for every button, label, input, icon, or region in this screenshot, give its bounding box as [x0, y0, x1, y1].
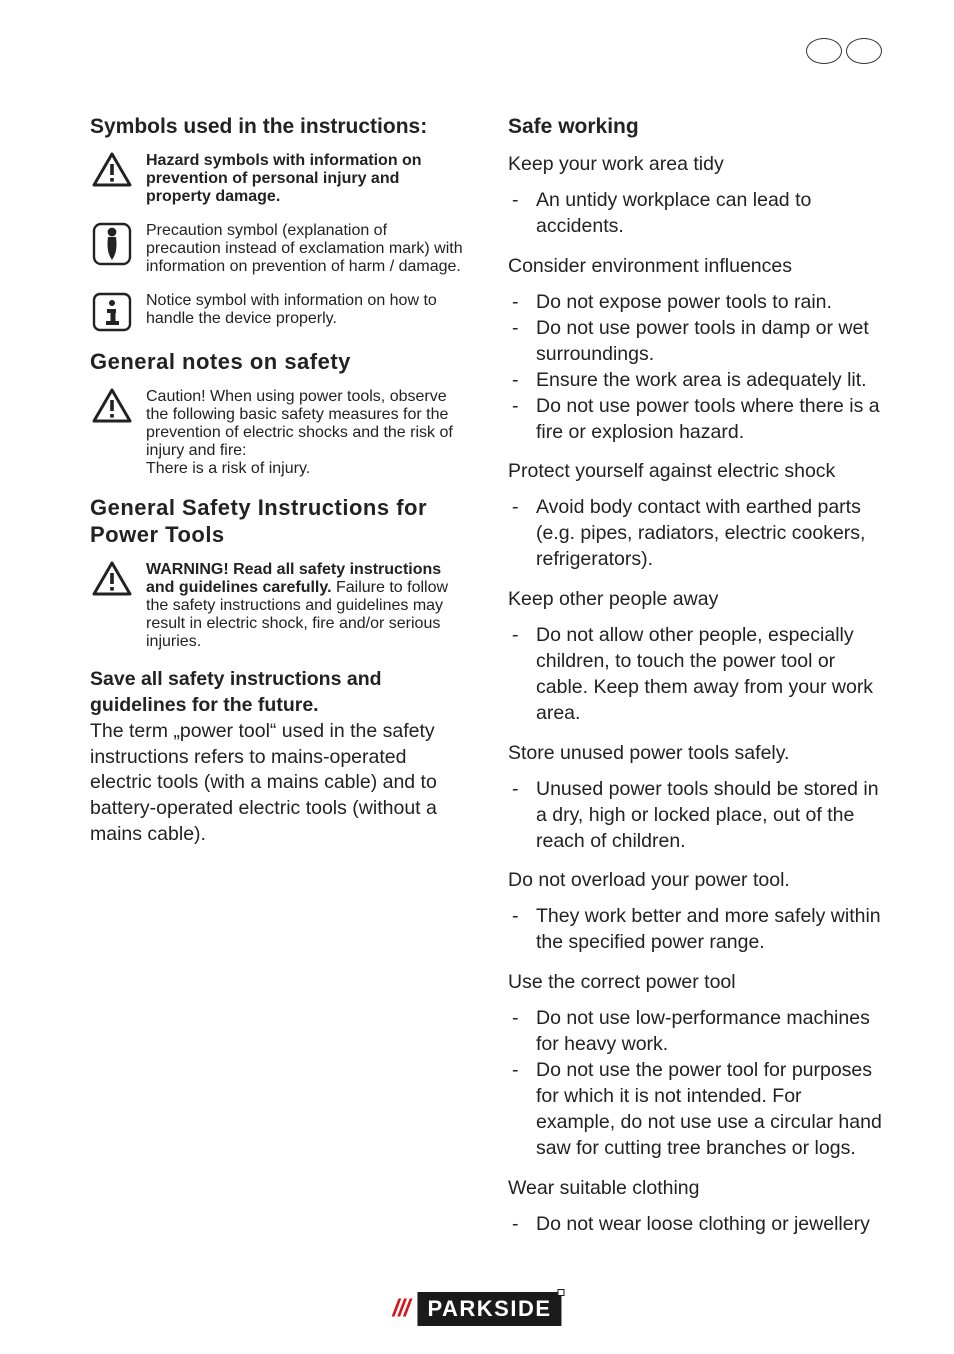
- dash-icon: -: [512, 368, 522, 394]
- env-list: -Do not expose power tools to rain.-Do n…: [508, 290, 884, 446]
- dash-icon: -: [512, 1212, 522, 1238]
- dash-icon: -: [512, 1058, 522, 1162]
- tidy-intro: Keep your work area tidy: [508, 152, 884, 178]
- symbols-heading: Symbols used in the instructions:: [90, 114, 466, 140]
- list-item-text: Do not use the power tool for purposes f…: [536, 1058, 884, 1162]
- list-item-text: Do not wear loose clothing or jewellery: [536, 1212, 870, 1238]
- list-item: -Do not use power tools where there is a…: [508, 394, 884, 446]
- list-item: -An untidy workplace can lead to acciden…: [508, 188, 884, 240]
- dash-icon: -: [512, 623, 522, 727]
- list-item-text: Do not expose power tools to rain.: [536, 290, 832, 316]
- dash-icon: -: [512, 188, 522, 240]
- warning-block: WARNING! Read all safety instructions an…: [90, 561, 466, 651]
- warning-triangle-icon: [92, 561, 132, 597]
- dash-icon: -: [512, 290, 522, 316]
- shock-list: -Avoid body contact with earthed parts (…: [508, 495, 884, 573]
- correct-list: -Do not use low-performance machines for…: [508, 1006, 884, 1162]
- shock-intro: Protect yourself against electric shock: [508, 459, 884, 485]
- list-item-text: Do not use low-performance machines for …: [536, 1006, 884, 1058]
- brand-footer: /// PARKSIDE: [392, 1292, 561, 1326]
- correct-intro: Use the correct power tool: [508, 970, 884, 996]
- flag-placeholder-2: [846, 38, 882, 64]
- tidy-list: -An untidy workplace can lead to acciden…: [508, 188, 884, 240]
- hazard-block: Hazard symbols with information on preve…: [90, 152, 466, 206]
- precaution-icon: [92, 222, 132, 266]
- list-item: -Do not allow other people, especially c…: [508, 623, 884, 727]
- list-item-text: Do not allow other people, especially ch…: [536, 623, 884, 727]
- store-intro: Store unused power tools safely.: [508, 741, 884, 767]
- notice-text: Notice symbol with information on how to…: [146, 292, 466, 328]
- save-heading: Save all safety instructions and guideli…: [90, 667, 466, 719]
- list-item: -Unused power tools should be stored in …: [508, 777, 884, 855]
- notice-block: Notice symbol with information on how to…: [90, 292, 466, 332]
- list-item: -Do not use the power tool for purposes …: [508, 1058, 884, 1162]
- dash-icon: -: [512, 904, 522, 956]
- list-item: -Do not expose power tools to rain.: [508, 290, 884, 316]
- list-item-text: An untidy workplace can lead to accident…: [536, 188, 884, 240]
- list-item: -Do not wear loose clothing or jewellery: [508, 1212, 884, 1238]
- caution-intro: Caution! When using power tools, observe…: [146, 388, 453, 459]
- list-item: -They work better and more safely within…: [508, 904, 884, 956]
- cloth-intro: Wear suitable clothing: [508, 1176, 884, 1202]
- caution-text: Caution! When using power tools, observe…: [146, 388, 466, 478]
- caution-block: Caution! When using power tools, observe…: [90, 388, 466, 478]
- brand-slashes-icon: ///: [392, 1295, 409, 1323]
- precaution-text: Precaution symbol (explanation of precau…: [146, 222, 466, 276]
- list-item: -Ensure the work area is adequately lit.: [508, 368, 884, 394]
- list-item-text: Unused power tools should be stored in a…: [536, 777, 884, 855]
- precaution-block: Precaution symbol (explanation of precau…: [90, 222, 466, 276]
- hazard-text: Hazard symbols with information on preve…: [146, 152, 466, 206]
- right-column: Safe working Keep your work area tidy -A…: [508, 100, 884, 1252]
- overload-intro: Do not overload your power tool.: [508, 868, 884, 894]
- list-item-text: They work better and more safely within …: [536, 904, 884, 956]
- store-list: -Unused power tools should be stored in …: [508, 777, 884, 855]
- list-item: -Do not use power tools in damp or wet s…: [508, 316, 884, 368]
- general-notes-heading: General notes on safety: [90, 348, 466, 376]
- list-item-text: Do not use power tools where there is a …: [536, 394, 884, 446]
- save-body: The term „power tool“ used in the safety…: [90, 719, 466, 849]
- list-item: -Avoid body contact with earthed parts (…: [508, 495, 884, 573]
- left-column: Symbols used in the instructions: Hazard…: [90, 100, 466, 1252]
- cloth-list: -Do not wear loose clothing or jewellery: [508, 1212, 884, 1238]
- brand-name: PARKSIDE: [417, 1292, 561, 1326]
- list-item-text: Avoid body contact with earthed parts (e…: [536, 495, 884, 573]
- list-item-text: Ensure the work area is adequately lit.: [536, 368, 867, 394]
- list-item: -Do not use low-performance machines for…: [508, 1006, 884, 1058]
- safe-heading: Safe working: [508, 114, 884, 140]
- dash-icon: -: [512, 777, 522, 855]
- people-intro: Keep other people away: [508, 587, 884, 613]
- dash-icon: -: [512, 495, 522, 573]
- list-item-text: Do not use power tools in damp or wet su…: [536, 316, 884, 368]
- flag-placeholder-1: [806, 38, 842, 64]
- warning-triangle-icon: [92, 388, 132, 424]
- env-intro: Consider environment influences: [508, 254, 884, 280]
- dash-icon: -: [512, 316, 522, 368]
- locale-flags: [806, 38, 882, 64]
- warning-text: WARNING! Read all safety instructions an…: [146, 561, 466, 651]
- dash-icon: -: [512, 1006, 522, 1058]
- caution-tail: There is a risk of injury.: [146, 460, 310, 477]
- warning-triangle-icon: [92, 152, 132, 188]
- dash-icon: -: [512, 394, 522, 446]
- overload-list: -They work better and more safely within…: [508, 904, 884, 956]
- gsi-heading: General Safety Instructions for Power To…: [90, 494, 466, 549]
- info-icon: [92, 292, 132, 332]
- people-list: -Do not allow other people, especially c…: [508, 623, 884, 727]
